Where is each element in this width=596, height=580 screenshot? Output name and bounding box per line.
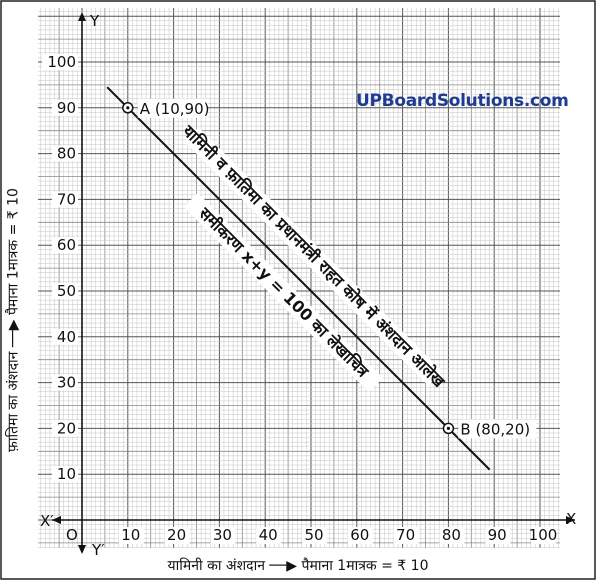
y-neg-axis-name: Y′ (91, 541, 105, 559)
x-tick-label: 90 (488, 526, 507, 544)
x-tick-label: 100 (529, 526, 558, 544)
x-tick-bg (302, 527, 327, 544)
x-tick-label: 70 (396, 526, 415, 544)
x-axis-arrow: ──▶ (269, 558, 302, 574)
point-label: A (10,90) (140, 100, 210, 118)
x-tick-label: 20 (167, 526, 186, 544)
annotation-title-bg (184, 127, 443, 386)
x-tick-bg (347, 527, 373, 544)
y-neg-arrowhead (78, 545, 86, 554)
point-label-bg (137, 98, 208, 118)
y-tick-label: 60 (57, 236, 76, 254)
x-axis-arrowhead (566, 516, 575, 524)
x-axis-label: यामिनी का अंशदान ──▶ पैमाना 1मात्रक = ₹ … (0, 556, 596, 575)
y-tick-label: 70 (57, 190, 76, 208)
y-tick-label: 80 (57, 145, 76, 163)
x-tick-label: 50 (304, 526, 323, 544)
x-tick-bg (393, 527, 419, 544)
y-axis-label: फ़ातिमा का अंशदान ──▶ पैमाना 1मात्रक = ₹… (4, 188, 23, 452)
series-line (106, 86, 491, 471)
watermark: UPBoardSolutions.com (356, 91, 569, 111)
x-tick-bg (118, 527, 144, 544)
y-tick-label: 40 (57, 328, 76, 346)
y-axis-arrowhead (78, 12, 86, 21)
y-tick-label: 30 (57, 374, 76, 392)
x-tick-label: 80 (442, 526, 461, 544)
y-tick-bg (52, 420, 78, 437)
x-tick-label: 30 (213, 526, 232, 544)
watermark-text: UPBoardSolutions.com (356, 91, 569, 111)
y-tick-bg (42, 54, 78, 70)
x-tick-bg (485, 527, 511, 544)
x-axis-scale: पैमाना 1मात्रक = ₹ 10 (301, 558, 429, 574)
y-tick-bg (52, 328, 78, 345)
y-axis-title: फ़ातिमा का अंशदान (5, 351, 22, 452)
origin-label: O (66, 526, 78, 544)
annotation-equation-bg (183, 192, 384, 393)
point-label: B (80,20) (460, 420, 530, 438)
point-dot (126, 106, 130, 110)
x-tick-bg (439, 527, 465, 544)
y-axis-scale: पैमाना 1मात्रक = ₹ 10 (5, 188, 22, 316)
y-tick-label: 100 (47, 53, 76, 71)
series: A (10,90) B (80,20) (106, 86, 537, 471)
y-axis-name: Y (89, 12, 100, 30)
y-tick-bg (52, 99, 78, 116)
y-tick-bg (52, 374, 78, 391)
x-tick-bg (256, 527, 282, 544)
data-point: B (80,20) (442, 419, 537, 439)
x-axis-name: X (566, 510, 576, 528)
y-tick-label: 50 (57, 282, 76, 300)
point-label-bg (458, 419, 537, 439)
x-neg-arrowhead (52, 516, 61, 524)
x-tick-label: 40 (259, 526, 278, 544)
x-neg-axis-name: X′ (40, 512, 54, 530)
y-tick-label: 20 (57, 419, 76, 437)
data-point: A (10,90) (122, 98, 210, 118)
axes: X X′ Y Y′ O (40, 12, 576, 559)
y-tick-bg (52, 191, 78, 208)
y-tick-bg (52, 237, 78, 254)
y-axis-arrow: ──▶ (5, 315, 22, 348)
x-tick-label: 60 (350, 526, 369, 544)
x-tick-bg (164, 527, 190, 544)
y-tick-label: 90 (57, 99, 76, 117)
x-tick-bg (210, 527, 236, 544)
x-axis-title: यामिनी का अंशदान (167, 558, 265, 574)
y-axis-label-wrap: फ़ातिमा का अंशदान ──▶ पैमाना 1मात्रक = ₹… (2, 130, 24, 510)
x-tick-bg (531, 527, 556, 544)
y-tick-label: 10 (57, 465, 76, 483)
y-tick-bg (52, 466, 78, 483)
y-tick-bg (52, 145, 78, 162)
point-dot (446, 426, 450, 430)
y-tick-bg (52, 283, 78, 299)
x-tick-label: 10 (121, 526, 140, 544)
tick-labels: 10 20 30 40 50 60 70 80 90 100 10 20 30 40 50 60 70 80 90 1… (42, 53, 557, 544)
